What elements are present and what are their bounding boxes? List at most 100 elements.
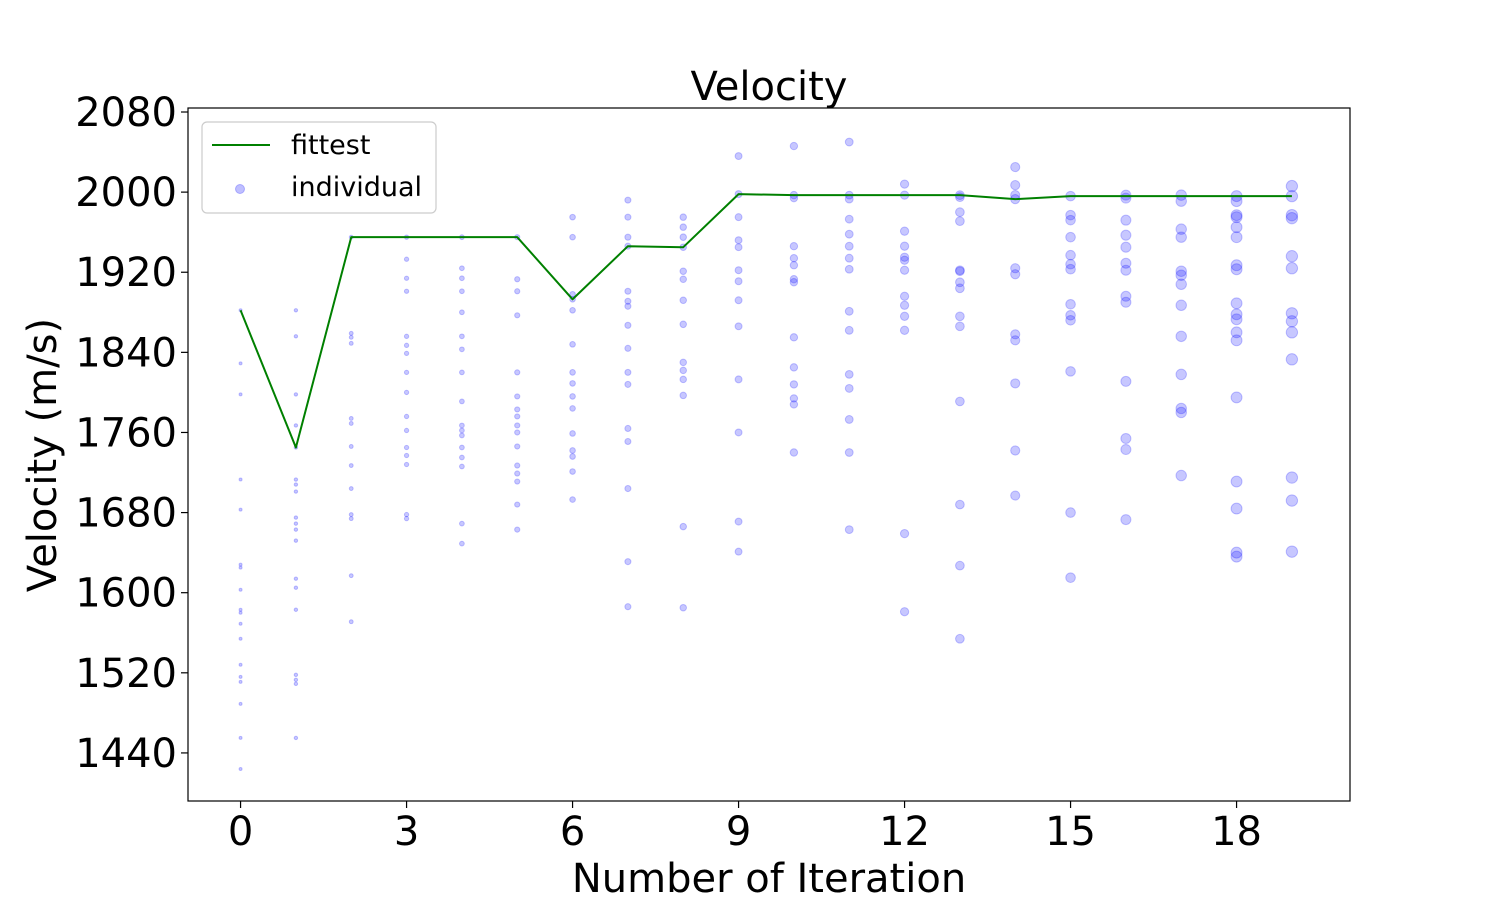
individual-point bbox=[403, 515, 410, 522]
individual-point bbox=[844, 306, 854, 316]
individual-point bbox=[569, 405, 576, 412]
individual-point bbox=[734, 428, 743, 437]
individual-point bbox=[679, 375, 687, 384]
individual-point bbox=[734, 213, 743, 222]
y-tick-label: 1920 bbox=[75, 250, 177, 296]
individual-point bbox=[844, 229, 854, 239]
individual-point bbox=[1065, 249, 1076, 261]
individual-point bbox=[459, 463, 465, 470]
individual-point bbox=[348, 334, 354, 340]
individual-point bbox=[1285, 208, 1299, 222]
individual-point bbox=[459, 288, 465, 295]
individual-point bbox=[293, 423, 299, 428]
individual-point bbox=[348, 340, 354, 346]
individual-point bbox=[899, 179, 910, 189]
individual-point bbox=[293, 482, 299, 487]
individual-point bbox=[1230, 550, 1243, 563]
individual-point bbox=[1010, 378, 1021, 389]
individual-point bbox=[844, 253, 854, 263]
individual-point bbox=[1175, 299, 1187, 312]
individual-point bbox=[238, 662, 243, 667]
x-axis-label: Number of Iteration bbox=[572, 856, 966, 900]
individual-point bbox=[1230, 475, 1243, 488]
individual-point bbox=[1285, 262, 1299, 275]
individual-point bbox=[624, 321, 632, 329]
individual-point bbox=[1010, 445, 1021, 456]
individual-point bbox=[1120, 189, 1132, 201]
individual-point bbox=[1010, 162, 1021, 173]
individual-point bbox=[1120, 375, 1132, 387]
y-tick-label: 2000 bbox=[75, 170, 177, 216]
chart-title: Velocity bbox=[691, 64, 848, 110]
individual-point bbox=[955, 633, 965, 644]
individual-point bbox=[348, 516, 354, 522]
individual-point bbox=[899, 252, 910, 262]
individual-point bbox=[459, 275, 465, 282]
individual-point bbox=[844, 241, 854, 251]
individual-point bbox=[734, 243, 743, 252]
individual-point bbox=[624, 603, 632, 611]
individual-point bbox=[569, 213, 576, 221]
individual-point bbox=[1010, 490, 1021, 501]
individual-point bbox=[624, 297, 632, 305]
individual-point bbox=[238, 587, 243, 592]
individual-point bbox=[238, 565, 243, 570]
individual-point bbox=[1120, 290, 1132, 302]
individual-point bbox=[459, 432, 465, 439]
individual-point bbox=[899, 241, 910, 251]
individual-point bbox=[844, 194, 854, 204]
x-tick-label: 12 bbox=[879, 809, 930, 855]
individual-point bbox=[403, 511, 410, 518]
individual-point bbox=[955, 499, 965, 510]
individual-point bbox=[789, 261, 799, 270]
individual-point bbox=[514, 429, 521, 436]
individual-point bbox=[1230, 209, 1243, 222]
individual-point bbox=[1230, 313, 1243, 326]
x-tick-label: 0 bbox=[228, 809, 253, 855]
individual-point bbox=[1175, 402, 1187, 415]
individual-point bbox=[348, 486, 354, 491]
individual-point bbox=[569, 380, 576, 387]
individual-point bbox=[459, 398, 465, 405]
individual-point bbox=[1120, 241, 1132, 253]
individual-point bbox=[734, 375, 743, 384]
individual-point bbox=[734, 296, 743, 305]
individual-point bbox=[1230, 231, 1243, 244]
plot-frame bbox=[187, 107, 1351, 802]
individual-point bbox=[293, 607, 299, 612]
individual-point bbox=[1065, 315, 1076, 326]
individual-point bbox=[1065, 209, 1076, 221]
individual-point bbox=[1010, 329, 1021, 340]
individual-point bbox=[514, 276, 521, 283]
individual-point bbox=[1230, 297, 1243, 310]
individual-point bbox=[624, 485, 632, 493]
individual-point bbox=[1285, 315, 1299, 328]
individual-point bbox=[624, 196, 632, 204]
fittest-line-layer bbox=[239, 193, 1292, 449]
individual-point bbox=[238, 562, 243, 567]
individual-point bbox=[403, 389, 410, 396]
individual-point bbox=[293, 735, 299, 741]
individual-point bbox=[238, 621, 243, 626]
y-tick-label: 1680 bbox=[75, 491, 177, 537]
individual-point bbox=[1065, 258, 1076, 270]
individual-point bbox=[899, 265, 910, 275]
individual-point bbox=[679, 233, 687, 241]
individual-point bbox=[1175, 278, 1187, 290]
individual-point bbox=[1065, 231, 1076, 243]
individual-point bbox=[844, 383, 854, 393]
individual-point bbox=[403, 444, 410, 451]
individual-point bbox=[955, 277, 965, 288]
legend: fittest individual bbox=[201, 121, 437, 214]
individual-point bbox=[789, 141, 799, 151]
individual-point bbox=[569, 290, 576, 298]
individual-point bbox=[899, 311, 910, 321]
individual-point bbox=[844, 525, 854, 535]
individual-point bbox=[569, 233, 576, 241]
y-axis-label: Velocity (m/s) bbox=[20, 318, 66, 592]
individual-point bbox=[679, 603, 687, 612]
legend-individual-label: individual bbox=[291, 172, 422, 203]
individual-point bbox=[679, 213, 687, 221]
individual-point bbox=[789, 363, 799, 372]
